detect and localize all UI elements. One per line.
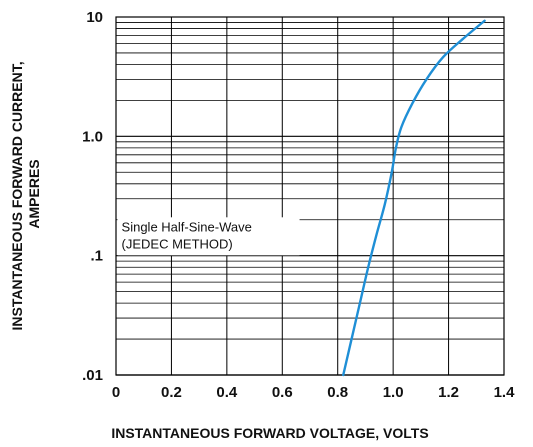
series-point-0-10 xyxy=(426,79,427,80)
x-tick-label-3: 0.6 xyxy=(272,384,293,401)
y-tick-label-0: .01 xyxy=(82,367,103,384)
series-point-0-8 xyxy=(401,126,402,127)
y-tick-label-2: 1.0 xyxy=(82,128,103,145)
series-point-0-0 xyxy=(343,374,344,375)
x-tick-label-1: 0.2 xyxy=(161,384,182,401)
series-point-0-3 xyxy=(368,267,369,268)
y-tick-labels: .01 .1 1.0 10 xyxy=(82,9,103,384)
series-line-0 xyxy=(342,19,486,377)
x-axis-label: INSTANTANEOUS FORWARD VOLTAGE, VOLTS xyxy=(111,425,428,441)
series-point-0-6 xyxy=(391,172,392,173)
series-point-0-2 xyxy=(359,303,360,304)
series-point-0-11 xyxy=(442,57,443,58)
y-axis-label: INSTANTANEOUS FORWARD CURRENT, AMPERES xyxy=(9,57,42,330)
x-tick-label-5: 1.0 xyxy=(383,384,404,401)
series-point-0-12 xyxy=(462,39,463,40)
x-tick-label-4: 0.8 xyxy=(327,384,348,401)
x-tick-label-0: 0 xyxy=(112,384,120,401)
annotation: Single Half-Sine-Wave (JEDEC METHOD) xyxy=(117,217,300,256)
annotation-background xyxy=(117,217,300,256)
plot-frame xyxy=(115,16,505,376)
x-tick-labels: 0 0.2 0.4 0.6 0.8 1.0 1.2 1.4 xyxy=(112,384,515,401)
y-axis-label-line-2: AMPERES xyxy=(26,159,42,228)
x-tick-label-2: 0.4 xyxy=(216,384,238,401)
grid xyxy=(115,17,505,376)
y-axis-label-line-1: INSTANTANEOUS FORWARD CURRENT, xyxy=(9,61,25,330)
series-point-0-13 xyxy=(484,20,485,21)
y-tick-label-3: 10 xyxy=(86,9,103,26)
x-tick-label-6: 1.2 xyxy=(438,384,459,401)
series-point-0-1 xyxy=(351,338,352,339)
series-point-0-9 xyxy=(412,102,413,103)
series-point-0-4 xyxy=(376,234,377,235)
series-point-0-5 xyxy=(384,204,385,205)
y-tick-label-1: .1 xyxy=(90,248,103,265)
series-point-0-7 xyxy=(395,147,396,148)
annotation-line-1: (JEDEC METHOD) xyxy=(122,236,233,251)
x-tick-label-7: 1.4 xyxy=(494,384,516,401)
series-group xyxy=(342,19,486,377)
annotation-line-0: Single Half-Sine-Wave xyxy=(122,219,252,234)
